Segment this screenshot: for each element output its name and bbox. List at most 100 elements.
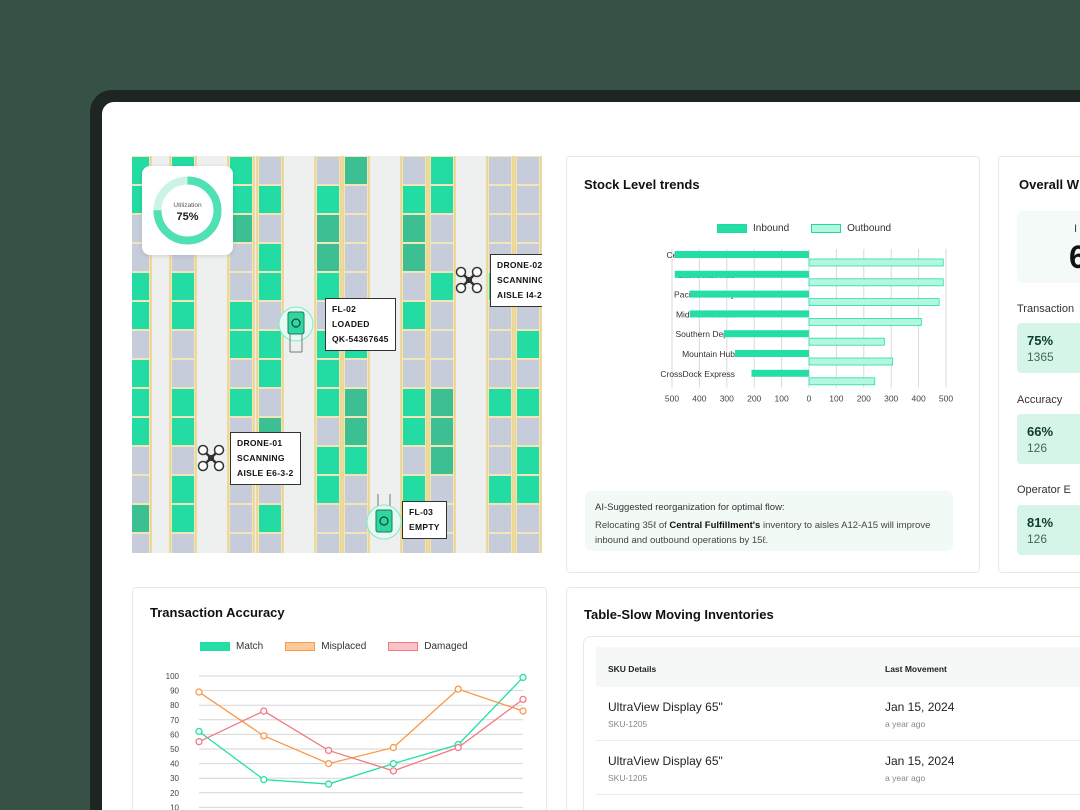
inbound-bar[interactable] <box>751 369 809 377</box>
data-point-damaged[interactable] <box>260 707 268 715</box>
data-point-damaged[interactable] <box>389 767 398 775</box>
data-point-match[interactable] <box>519 673 527 682</box>
fl-03-tag: FL-03 EMPTY <box>402 501 447 539</box>
inbound-bar[interactable] <box>674 251 809 258</box>
dashboard-screen: Utilization 75% <box>102 102 1080 810</box>
legend-damaged-label: Damaged <box>424 641 468 652</box>
legend-outbound[interactable]: Outbound <box>811 223 891 234</box>
data-point-misplaced[interactable] <box>260 732 268 740</box>
shelf-bin <box>172 302 194 329</box>
data-point-damaged[interactable] <box>519 695 527 704</box>
shelf-bin <box>132 389 149 416</box>
outbound-bar[interactable] <box>808 337 885 346</box>
ai-suggestion-text: Relocating 35ℓ of Central Fulfillment's … <box>595 520 931 546</box>
data-point-match[interactable] <box>195 727 203 736</box>
shelf-bin <box>431 244 453 271</box>
shelf-bin <box>403 360 425 387</box>
data-point-misplaced[interactable] <box>324 759 333 768</box>
shelf-bin <box>259 389 281 416</box>
inbound-bar[interactable] <box>689 290 809 298</box>
data-point-match[interactable] <box>260 776 268 784</box>
shelf-bin <box>403 331 425 358</box>
stat-accuracy-count: 126 <box>1027 441 1048 455</box>
outbound-bar[interactable] <box>808 298 940 306</box>
inbound-bar[interactable] <box>689 310 809 318</box>
stock-trends-legend: Inbound Outbound <box>717 223 891 234</box>
shelf-bin <box>132 331 149 358</box>
stat-accuracy: 66% 126 <box>1017 414 1080 464</box>
forklift-fl-03-icon[interactable] <box>366 492 402 542</box>
shelf-bin <box>431 476 453 503</box>
drone-02-tag: DRONE-02 SCANNING AISLE I4-2 <box>490 254 542 307</box>
data-point-damaged[interactable] <box>324 746 333 755</box>
x-tick-label: 200 <box>747 394 761 404</box>
outbound-bar[interactable] <box>808 357 893 366</box>
utilization-value: 75% <box>176 211 199 223</box>
inbound-bar[interactable] <box>724 330 809 338</box>
forklift-fl-02-icon[interactable] <box>278 304 314 356</box>
drone-02-icon[interactable] <box>455 266 483 294</box>
shelf-bin <box>317 476 339 503</box>
col-sku-details[interactable]: SKU Details <box>608 664 657 674</box>
row-product-name: UltraView Display 65" <box>608 700 723 714</box>
outbound-bar[interactable] <box>808 318 922 326</box>
shelf-bin <box>317 157 339 184</box>
data-point-misplaced[interactable] <box>389 743 398 752</box>
inbound-bar[interactable] <box>674 270 809 278</box>
legend-misplaced[interactable]: Misplaced <box>285 641 366 652</box>
accuracy-title: Transaction Accuracy <box>150 605 285 620</box>
shelf-bin <box>431 302 453 329</box>
data-point-misplaced[interactable] <box>519 707 527 715</box>
shelf-bin <box>345 157 367 184</box>
shelf-bin <box>431 273 453 300</box>
row-sku: SKU-1205 <box>608 773 648 783</box>
y-tick-label: 80 <box>170 701 179 710</box>
shelf-bin <box>489 447 511 474</box>
table-row[interactable]: UltraView Display 65" SKU-1205 Jan 15, 2… <box>596 687 1080 741</box>
legend-damaged[interactable]: Damaged <box>388 641 468 652</box>
data-point-damaged[interactable] <box>454 743 462 752</box>
data-point-misplaced[interactable] <box>454 685 462 693</box>
stat-transaction-count: 1365 <box>1027 350 1054 364</box>
shelf-column <box>486 156 514 553</box>
shelf-bin <box>517 302 539 329</box>
shelf-bin <box>345 447 367 474</box>
shelf-bin <box>172 273 194 300</box>
data-point-misplaced[interactable] <box>195 688 203 696</box>
category-label: Mountain Hub <box>682 349 735 359</box>
drone-01-icon[interactable] <box>197 444 225 472</box>
warehouse-map[interactable]: Utilization 75% <box>132 156 542 553</box>
shelf-bin <box>132 273 149 300</box>
inbound-bar[interactable] <box>735 350 809 357</box>
shelf-bin <box>489 534 511 553</box>
outbound-swatch <box>811 224 842 233</box>
shelf-bin <box>230 215 252 242</box>
slow-inventory-card: Table-Slow Moving Inventories SKU Detail… <box>566 587 1080 810</box>
shelf-bin <box>317 360 339 387</box>
data-point-match[interactable] <box>389 759 398 768</box>
legend-match[interactable]: Match <box>200 641 263 652</box>
shelf-bin <box>230 157 252 184</box>
fl-02-location: QK-54367645 <box>332 334 389 344</box>
outbound-bar[interactable] <box>808 377 876 386</box>
x-tick-label: 0 <box>807 394 812 404</box>
data-point-match[interactable] <box>324 780 333 788</box>
shelf-bin <box>259 244 281 271</box>
fl-03-status: EMPTY <box>409 522 440 532</box>
col-last-movement[interactable]: Last Movement <box>885 664 947 674</box>
shelf-bin <box>517 215 539 242</box>
ai-suggestion-box: AI-Suggested reorganization for optimal … <box>585 491 953 551</box>
outbound-bar[interactable] <box>808 278 944 287</box>
drone-02-status: SCANNING <box>497 275 542 285</box>
legend-inbound[interactable]: Inbound <box>717 223 789 234</box>
shelf-bin <box>259 331 281 358</box>
shelf-bin <box>345 186 367 213</box>
shelf-bin <box>345 505 367 532</box>
shelf-bin <box>317 389 339 416</box>
shelf-bin <box>403 418 425 445</box>
ai-highlight: Central Fulfillment's <box>669 520 761 531</box>
data-point-damaged[interactable] <box>195 738 203 746</box>
table-row[interactable]: UltraView Display 65" SKU-1205 Jan 15, 2… <box>596 741 1080 795</box>
outbound-bar[interactable] <box>808 258 944 267</box>
shelf-bin <box>517 157 539 184</box>
